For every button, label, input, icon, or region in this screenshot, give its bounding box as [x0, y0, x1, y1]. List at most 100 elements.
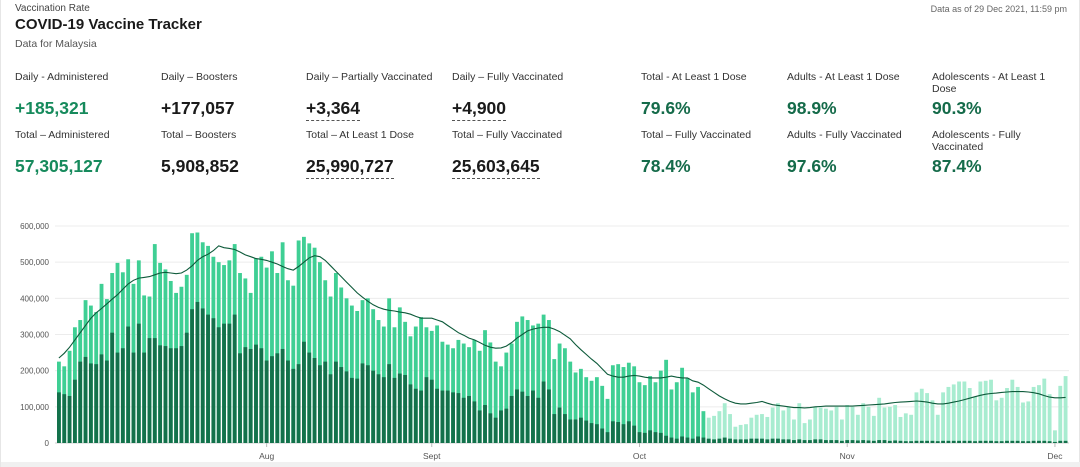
bar-dark [786, 439, 791, 443]
bar-dark [914, 440, 919, 443]
bar-dark [126, 326, 131, 443]
data-as-of: Data as of 29 Dec 2021, 11:59 pm [930, 4, 1067, 14]
bar-dark [925, 440, 930, 443]
stat-label: Daily – Boosters [161, 71, 238, 83]
bar-dark [397, 373, 402, 443]
bar-total [946, 386, 951, 443]
stat-value: 5,908,852 [161, 156, 239, 176]
bar-dark [808, 440, 812, 443]
bar-total [312, 247, 317, 443]
stat-value: 87.4% [932, 156, 982, 176]
bar-dark [1058, 440, 1063, 443]
bar-total [903, 413, 908, 443]
vaccination-chart[interactable]: 0 100,000 200,000 300,000 400,000 500,000 600,… [1, 212, 1080, 467]
bar-total [296, 240, 301, 443]
stat-pct-total-one-dose: Total - At Least 1 Dose 79.6% [641, 71, 791, 118]
bar-total [919, 388, 924, 443]
stat-label: Total – Administered [15, 129, 110, 141]
bar-dark [1053, 441, 1057, 443]
bar-total [760, 414, 764, 443]
bar-dark [626, 421, 631, 443]
bar-total [264, 267, 269, 443]
bar-total [680, 367, 685, 443]
stat-label: Daily - Administered [15, 71, 109, 83]
bar-total [978, 381, 983, 443]
bar-total [1031, 386, 1036, 443]
stat-value: +185,321 [15, 98, 89, 118]
moving-average-line [58, 245, 1066, 409]
bar-total [578, 368, 583, 443]
stat-label: Adults - At Least 1 Dose [787, 71, 900, 83]
bar-total [887, 406, 892, 443]
stat-value: 90.3% [932, 98, 982, 118]
stat-value[interactable]: +3,364 [306, 98, 361, 121]
bar-dark [903, 441, 908, 443]
bar-total [515, 321, 519, 443]
bar-total [557, 343, 562, 443]
bar-total [648, 376, 653, 443]
bar-total [957, 381, 961, 443]
stat-label: Daily – Fully Vaccinated [452, 71, 564, 83]
bar-dark [110, 332, 115, 443]
bar-total [525, 320, 530, 443]
bar-total [493, 361, 498, 443]
bar-total [616, 364, 621, 443]
bar-dark [877, 440, 882, 443]
bar-dark [898, 440, 903, 443]
bar-dark [605, 432, 610, 443]
bar-dark [499, 410, 503, 443]
bar-total [520, 316, 525, 443]
bar-dark [616, 422, 621, 443]
bar-total [280, 242, 285, 443]
bar-total [653, 382, 658, 443]
bar-total [770, 407, 775, 443]
bar-total [333, 273, 338, 443]
bar-dark [563, 414, 567, 443]
bar-dark [142, 352, 147, 443]
bar-dark [493, 417, 498, 443]
bar-dark [264, 360, 269, 443]
bar-dark [760, 438, 764, 443]
bar-dark [328, 374, 333, 443]
bar-dark [254, 344, 258, 443]
bar-dark [531, 390, 535, 443]
bar-total [552, 359, 557, 443]
bar-dark [658, 432, 663, 443]
y-tick-label: 600,000 [20, 222, 49, 231]
page-title: COVID-19 Vaccine Tracker [15, 16, 202, 33]
bar-total [637, 382, 642, 443]
bar-dark [823, 440, 828, 443]
bar-total [477, 350, 482, 443]
bar-dark [440, 390, 445, 443]
stat-value[interactable]: 25,990,727 [306, 156, 394, 179]
bar-dark [195, 301, 200, 443]
bar-total [706, 417, 711, 443]
bar-dark [286, 360, 290, 443]
bar-total [632, 366, 637, 443]
bar-dark [206, 314, 210, 443]
bar-total [733, 426, 738, 443]
bar-dark [973, 441, 977, 443]
stat-value[interactable]: +4,900 [452, 98, 507, 121]
stat-pct-adults-one-dose: Adults - At Least 1 Dose 98.9% [787, 71, 937, 118]
bar-dark [994, 441, 999, 443]
bar-total [797, 403, 802, 443]
bar-dark [887, 440, 892, 443]
bar-dark [312, 358, 317, 443]
bar-total [792, 419, 796, 443]
bar-dark [797, 439, 802, 443]
stat-value[interactable]: 25,603,645 [452, 156, 540, 179]
bar-dark [1031, 440, 1036, 443]
bar-total [483, 330, 487, 443]
bar-total [898, 416, 903, 443]
bar-dark [941, 440, 946, 443]
bar-dark [392, 377, 397, 443]
bar-dark [211, 318, 216, 443]
bar-dark [935, 441, 940, 443]
bar-dark [403, 375, 408, 443]
bar-dark [227, 323, 232, 443]
bar-dark [67, 395, 72, 443]
stat-total-boosters: Total – Boosters 5,908,852 [161, 129, 311, 176]
bar-total [1053, 430, 1057, 443]
bar-dark [200, 308, 205, 443]
